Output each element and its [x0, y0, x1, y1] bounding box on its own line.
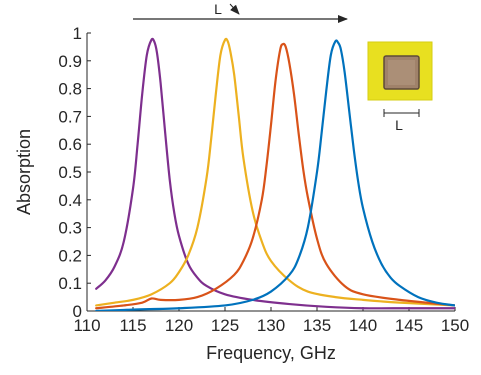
y-tick-label: 0.9 — [58, 52, 82, 71]
x-tick-label: 150 — [441, 316, 469, 335]
x-tick-label: 135 — [303, 316, 331, 335]
inset-dimension-label: L — [395, 117, 403, 133]
x-tick-label: 120 — [165, 316, 193, 335]
x-tick-label: 145 — [395, 316, 423, 335]
y-tick-label: 0.3 — [58, 219, 82, 238]
y-tick-label: 0 — [73, 302, 82, 321]
y-axis-ticks: 0 0.1 0.2 0.3 0.4 0.5 0.6 0.7 0.8 0.9 1 — [58, 24, 91, 321]
x-tick-label: 125 — [211, 316, 239, 335]
series-line-3 — [95, 42, 455, 310]
y-axis-label: Absorption — [14, 129, 34, 215]
y-tick-label: 0.2 — [58, 246, 82, 265]
x-tick-label: 130 — [257, 316, 285, 335]
x-tick-label: 140 — [349, 316, 377, 335]
x-axis-label: Frequency, GHz — [206, 343, 336, 363]
inset-patch-highlight — [388, 60, 415, 85]
y-tick-label: 0.1 — [58, 274, 82, 293]
series-line-2 — [95, 37, 455, 307]
y-tick-label: 0.6 — [58, 135, 82, 154]
direction-arrow-pointer — [229, 3, 240, 15]
x-tick-label: 115 — [119, 316, 146, 335]
direction-arrow-label: L — [214, 1, 222, 17]
inset-substrate-speckle — [367, 41, 433, 101]
inset-sample-photo: L — [367, 41, 433, 133]
series-line-1 — [95, 37, 455, 310]
y-tick-label: 1 — [73, 24, 82, 43]
series-group — [95, 37, 455, 311]
direction-arrow-annotation: L — [133, 1, 348, 23]
y-tick-label: 0.8 — [58, 80, 82, 99]
y-tick-label: 0.4 — [58, 191, 82, 210]
y-tick-label: 0.5 — [58, 163, 82, 182]
y-tick-label: 0.7 — [58, 107, 82, 126]
x-tick-label: 110 — [73, 316, 100, 335]
x-axis-ticks: 110 115 120 125 130 135 140 145 150 — [73, 307, 469, 335]
series-line-4 — [95, 39, 455, 311]
